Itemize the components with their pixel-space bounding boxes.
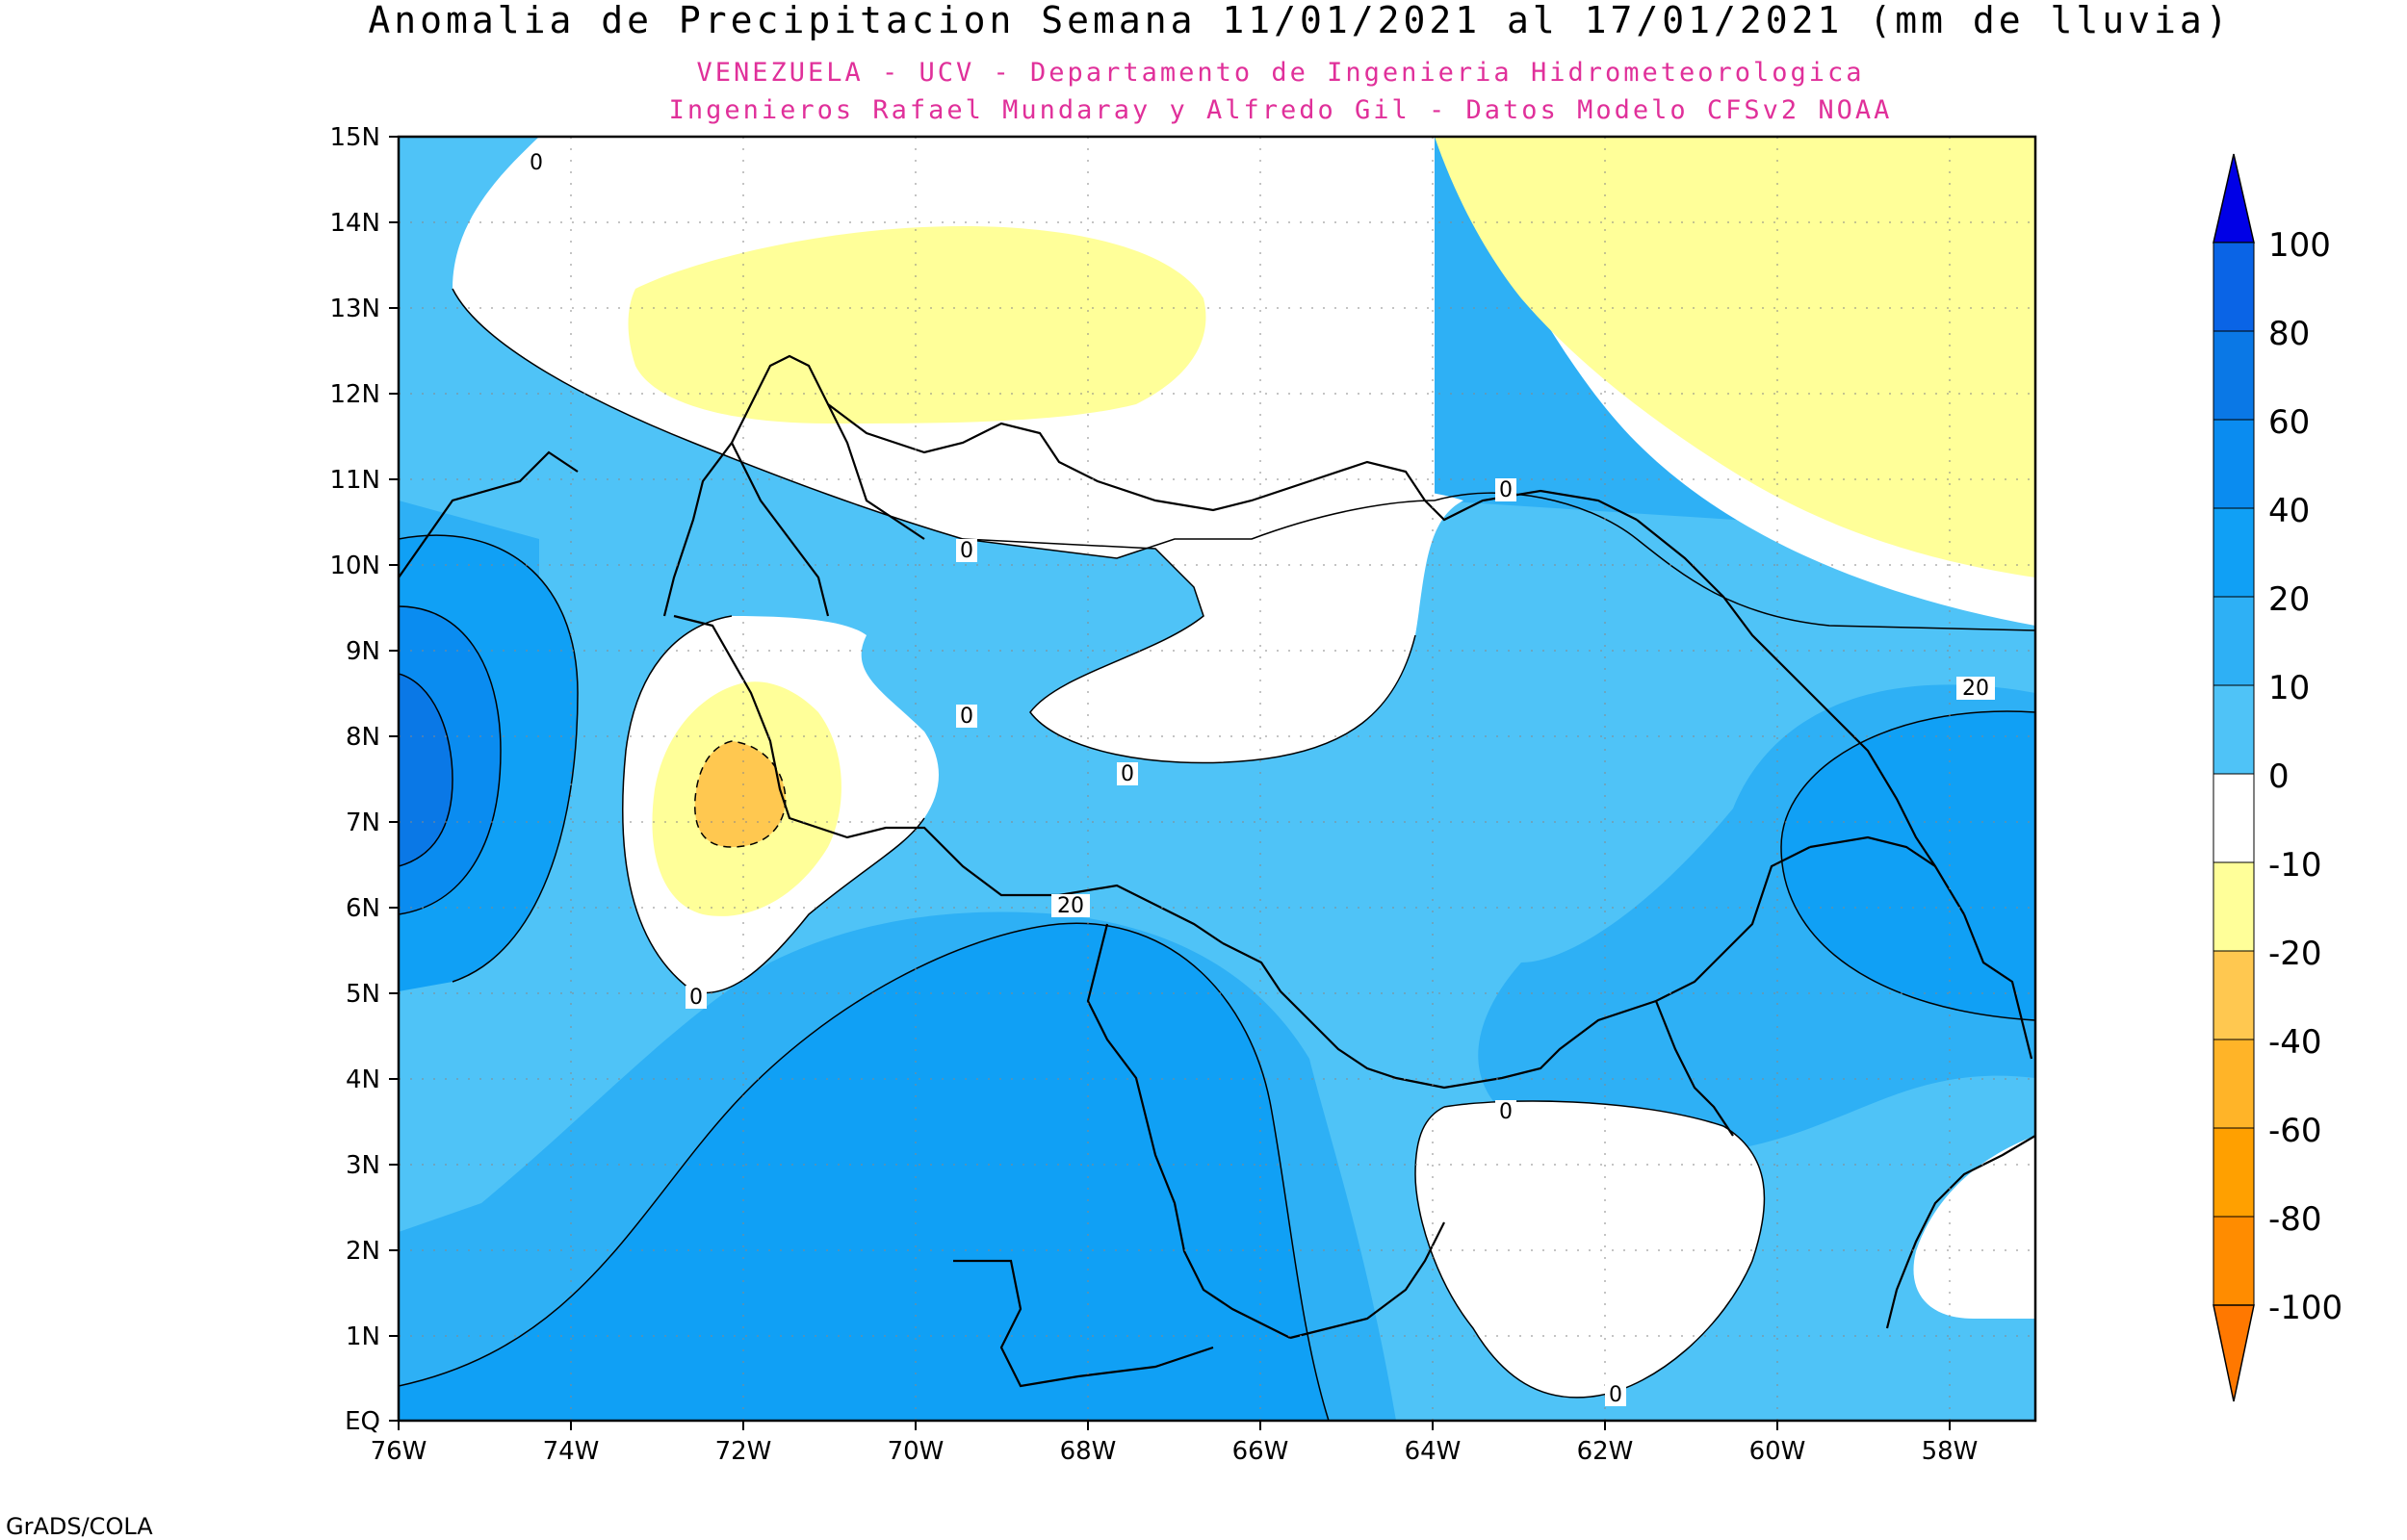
colorbar-label: -40 <box>2268 1023 2322 1062</box>
lat-label: 15N <box>329 123 380 152</box>
colorbar-label: 100 <box>2268 226 2331 265</box>
contour-label: 0 <box>956 705 977 729</box>
contour-label: 0 <box>526 151 547 175</box>
map-subtitle-2: Ingenieros Rafael Mundaray y Alfredo Gil… <box>669 95 1893 125</box>
lon-label: 70W <box>888 1437 945 1466</box>
contour-label: 20 <box>1051 894 1090 918</box>
lon-label: 64W <box>1405 1437 1462 1466</box>
lon-label: 74W <box>543 1437 600 1466</box>
longitude-labels: 76W 74W 72W 70W 68W 66W 64W 62W 60W 58W <box>371 1437 1979 1466</box>
lat-label: 14N <box>329 209 380 238</box>
lat-label: 1N <box>346 1322 380 1351</box>
lon-label: 66W <box>1232 1437 1289 1466</box>
lat-label: 13N <box>329 295 380 323</box>
lat-label: 4N <box>346 1065 380 1094</box>
contour-label: 0 <box>956 539 977 563</box>
colorbar-swatch <box>2213 330 2255 421</box>
colorbar-label: 10 <box>2268 669 2310 707</box>
contour-label: 20 <box>1956 677 1995 701</box>
lat-label: 2N <box>346 1237 380 1266</box>
colorbar-swatch <box>2213 596 2255 686</box>
colorbar-swatch <box>2213 507 2255 598</box>
colorbar-label: 0 <box>2268 757 2290 796</box>
contour-fill-layer <box>399 137 2035 1421</box>
lat-label: 11N <box>329 466 380 495</box>
latitude-labels: 15N 14N 13N 12N 11N 10N 9N 8N 7N 6N 5N 4… <box>329 123 380 1436</box>
svg-text:0: 0 <box>1609 1383 1622 1407</box>
svg-text:20: 20 <box>1057 894 1084 918</box>
coastlines <box>399 354 2035 1388</box>
plot-frame <box>397 135 2037 1423</box>
colorbar-label: -100 <box>2268 1289 2342 1327</box>
lat-label: 3N <box>346 1151 380 1180</box>
lat-label: 9N <box>346 637 380 666</box>
svg-text:0: 0 <box>1499 1100 1513 1124</box>
svg-text:0: 0 <box>1121 762 1134 786</box>
orange-west-lobe <box>694 741 786 847</box>
colorbar-label: -80 <box>2268 1200 2322 1239</box>
lat-label: 8N <box>346 723 380 752</box>
colorbar-swatch <box>2213 773 2255 863</box>
contour-label: 0 <box>1495 478 1516 502</box>
colorbar-swatch <box>2213 1039 2255 1129</box>
graticule <box>399 137 2035 1421</box>
lat-label: 7N <box>346 808 380 837</box>
colorbar-swatch <box>2213 242 2255 332</box>
contour-label: 0 <box>1117 762 1138 786</box>
svg-text:0: 0 <box>960 705 973 729</box>
svg-text:0: 0 <box>1499 478 1513 502</box>
lat-label: EQ <box>345 1407 380 1436</box>
lon-label: 72W <box>715 1437 772 1466</box>
lon-label: 62W <box>1577 1437 1634 1466</box>
colorbar-swatch <box>2213 419 2255 509</box>
svg-text:0: 0 <box>689 986 703 1010</box>
colorbar: 100 80 60 40 20 10 0 -10 -20 -40 -60 -80… <box>2213 153 2342 1402</box>
lat-label: 10N <box>329 552 380 580</box>
white-east-coast <box>1913 1136 2035 1319</box>
bullseye-west-core2 <box>399 674 453 866</box>
svg-text:0: 0 <box>530 151 543 175</box>
colorbar-label: -60 <box>2268 1112 2322 1150</box>
lat-label: 5N <box>346 980 380 1009</box>
band-south-20 <box>399 923 1329 1421</box>
white-central <box>963 489 1463 763</box>
map-title: Anomalia de Precipitacion Semana 11/01/2… <box>368 0 2231 41</box>
grads-credit: GrADS/COLA <box>6 1513 153 1540</box>
yellow-northeast <box>1435 137 2035 578</box>
colorbar-label: -20 <box>2268 935 2322 973</box>
lat-label: 6N <box>346 894 380 923</box>
colorbar-swatch <box>2213 950 2255 1040</box>
contour-value-labels: 0 0 0 0 0 0 0 0 20 20 <box>526 151 1995 1407</box>
contour-label: 0 <box>686 986 707 1010</box>
colorbar-swatch <box>2213 1216 2255 1306</box>
colorbar-top-arrow <box>2213 153 2255 244</box>
white-south <box>1415 1101 1765 1398</box>
colorbar-swatch <box>2213 861 2255 952</box>
colorbar-bottom-arrow <box>2213 1304 2255 1402</box>
contour-label: 0 <box>1605 1383 1626 1407</box>
colorbar-label: 80 <box>2268 315 2310 353</box>
lat-label: 12N <box>329 380 380 409</box>
tick-marks <box>389 136 1951 1430</box>
yellow-north-center <box>628 226 1206 424</box>
lon-label: 76W <box>371 1437 427 1466</box>
colorbar-swatch <box>2213 1127 2255 1218</box>
lon-label: 58W <box>1922 1437 1979 1466</box>
svg-text:20: 20 <box>1962 677 1989 701</box>
ellipse-east-20 <box>1781 711 2035 1020</box>
lon-label: 68W <box>1060 1437 1117 1466</box>
colorbar-label: 60 <box>2268 403 2310 442</box>
map-subtitle-1: VENEZUELA - UCV - Departamento de Ingeni… <box>696 58 1864 88</box>
colorbar-swatch <box>2213 684 2255 775</box>
svg-text:0: 0 <box>960 539 973 563</box>
contour-label: 0 <box>1495 1100 1516 1124</box>
colorbar-label: 40 <box>2268 492 2310 530</box>
colorbar-label: 20 <box>2268 580 2310 619</box>
lon-label: 60W <box>1749 1437 1806 1466</box>
colorbar-label: -10 <box>2268 846 2322 885</box>
